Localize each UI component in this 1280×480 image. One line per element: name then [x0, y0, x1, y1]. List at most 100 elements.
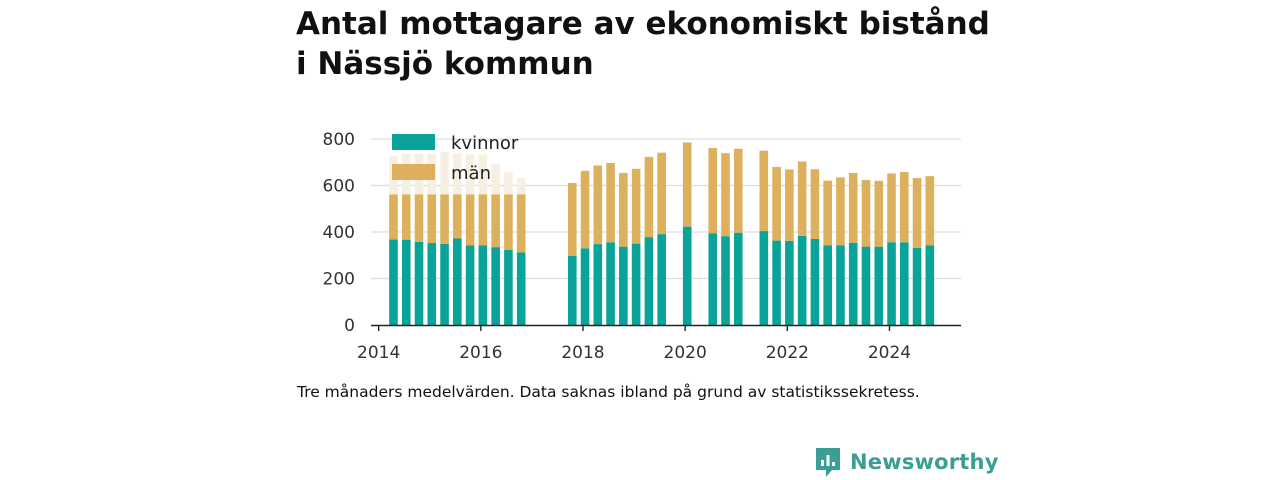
bar-man	[708, 148, 718, 234]
bar-kvinnor	[848, 242, 858, 325]
x-tick-label: 2022	[766, 343, 809, 363]
bar-man	[733, 148, 743, 233]
bar-man-faded	[465, 154, 475, 195]
bar-man	[644, 156, 654, 238]
bar-kvinnor	[810, 238, 820, 325]
bar-man	[619, 172, 628, 247]
bar-man	[657, 152, 666, 235]
bar-kvinnor	[401, 239, 411, 325]
legend-label: män	[451, 163, 491, 184]
bar-man	[772, 166, 781, 241]
legend: kvinnor män	[392, 133, 519, 184]
chart-title-line-1: Antal mottagare av ekonomiskt bistånd	[296, 6, 990, 42]
bar-kvinnor	[491, 247, 500, 325]
bar-man	[785, 169, 794, 241]
bar-kvinnor	[478, 245, 488, 325]
bar-kvinnor	[733, 232, 743, 325]
brand-logo: Newsworthy	[814, 446, 999, 478]
y-tick-label: 200	[323, 270, 355, 290]
bar-man	[427, 194, 437, 243]
bar-kvinnor	[606, 242, 615, 325]
bar-man	[925, 176, 935, 246]
bar-kvinnor	[772, 240, 781, 325]
bar-man-faded	[453, 153, 462, 195]
x-tick-label: 2024	[868, 343, 911, 363]
bar-man	[861, 179, 871, 247]
x-tick-label: 2020	[664, 343, 707, 363]
bar-man	[580, 170, 590, 249]
bar-man	[593, 165, 603, 245]
bar-man	[478, 194, 488, 246]
bar-kvinnor	[567, 255, 577, 325]
bar-man	[912, 178, 922, 248]
bar-man	[810, 169, 820, 239]
bar-kvinnor	[389, 239, 398, 325]
bar-kvinnor	[440, 243, 449, 325]
bar-kvinnor	[644, 237, 654, 325]
chart-title: Antal mottagare av ekonomiskt bistånd i …	[296, 4, 1016, 84]
bar-man	[848, 172, 858, 243]
axes: 0 200 400 600 800 2014 2016 2018 2020 2022 2024	[323, 130, 961, 363]
bar-kvinnor	[708, 233, 718, 325]
bar-man	[797, 161, 807, 236]
legend-label: kvinnor	[451, 133, 519, 154]
bar-man	[401, 194, 411, 240]
bar-kvinnor	[504, 249, 513, 325]
bar-kvinnor	[861, 246, 871, 325]
bar-kvinnor	[453, 238, 462, 325]
y-tick-label: 0	[344, 316, 355, 336]
bar-man	[874, 180, 884, 247]
bar-kvinnor	[516, 252, 526, 325]
chart-caption: Tre månaders medelvärden. Data saknas ib…	[297, 383, 920, 401]
legend-swatch	[392, 164, 435, 180]
bar-man	[759, 150, 769, 232]
bar-kvinnor	[465, 245, 475, 325]
bar-kvinnor	[785, 240, 794, 325]
bar-man	[899, 172, 909, 243]
y-tick-label: 800	[323, 130, 355, 150]
bar-kvinnor	[580, 248, 590, 325]
x-tick-label: 2014	[357, 343, 400, 363]
bar-man-faded	[516, 178, 526, 195]
bar-man	[721, 153, 730, 237]
stacked-bar-chart: 0 200 400 600 800 2014 2016 2018 2020 2022 2024 kv…	[323, 130, 961, 363]
bar-kvinnor	[823, 245, 832, 325]
bar-kvinnor	[593, 244, 603, 325]
bar-kvinnor	[619, 246, 628, 325]
bar-man	[465, 194, 475, 246]
bar-man	[836, 177, 845, 246]
bar-man	[606, 162, 615, 243]
bar-man	[440, 194, 449, 244]
bar-man	[682, 142, 692, 227]
bar-man	[631, 168, 641, 244]
bar-man-faded	[491, 163, 500, 195]
bar-man	[504, 194, 513, 250]
bar-kvinnor	[631, 243, 641, 325]
x-tick-label: 2016	[459, 343, 502, 363]
bar-man-faded	[478, 154, 488, 195]
bar-kvinnor	[899, 242, 909, 325]
bar-kvinnor	[887, 242, 896, 325]
bar-man	[389, 194, 398, 240]
y-tick-label: 400	[323, 223, 355, 243]
bar-man	[453, 194, 462, 239]
legend-swatch	[392, 134, 435, 150]
bar-man	[823, 180, 832, 246]
bar-man	[414, 194, 424, 242]
bar-kvinnor	[721, 236, 730, 325]
bar-kvinnor	[759, 231, 769, 325]
bar-kvinnor	[682, 226, 692, 325]
bar-kvinnor	[414, 241, 424, 325]
bar-kvinnor	[874, 246, 884, 325]
bar-man	[567, 182, 577, 256]
bar-man	[491, 194, 500, 248]
bar-man	[516, 194, 526, 253]
brand-name: Newsworthy	[850, 450, 999, 474]
chart-title-line-2: i Nässjö kommun	[296, 46, 594, 82]
newsworthy-logo-icon	[816, 448, 840, 477]
bar-kvinnor	[836, 245, 845, 325]
bar-kvinnor	[912, 247, 922, 325]
bar-man	[887, 173, 896, 243]
bar-kvinnor	[657, 234, 666, 325]
bar-kvinnor	[427, 242, 437, 325]
